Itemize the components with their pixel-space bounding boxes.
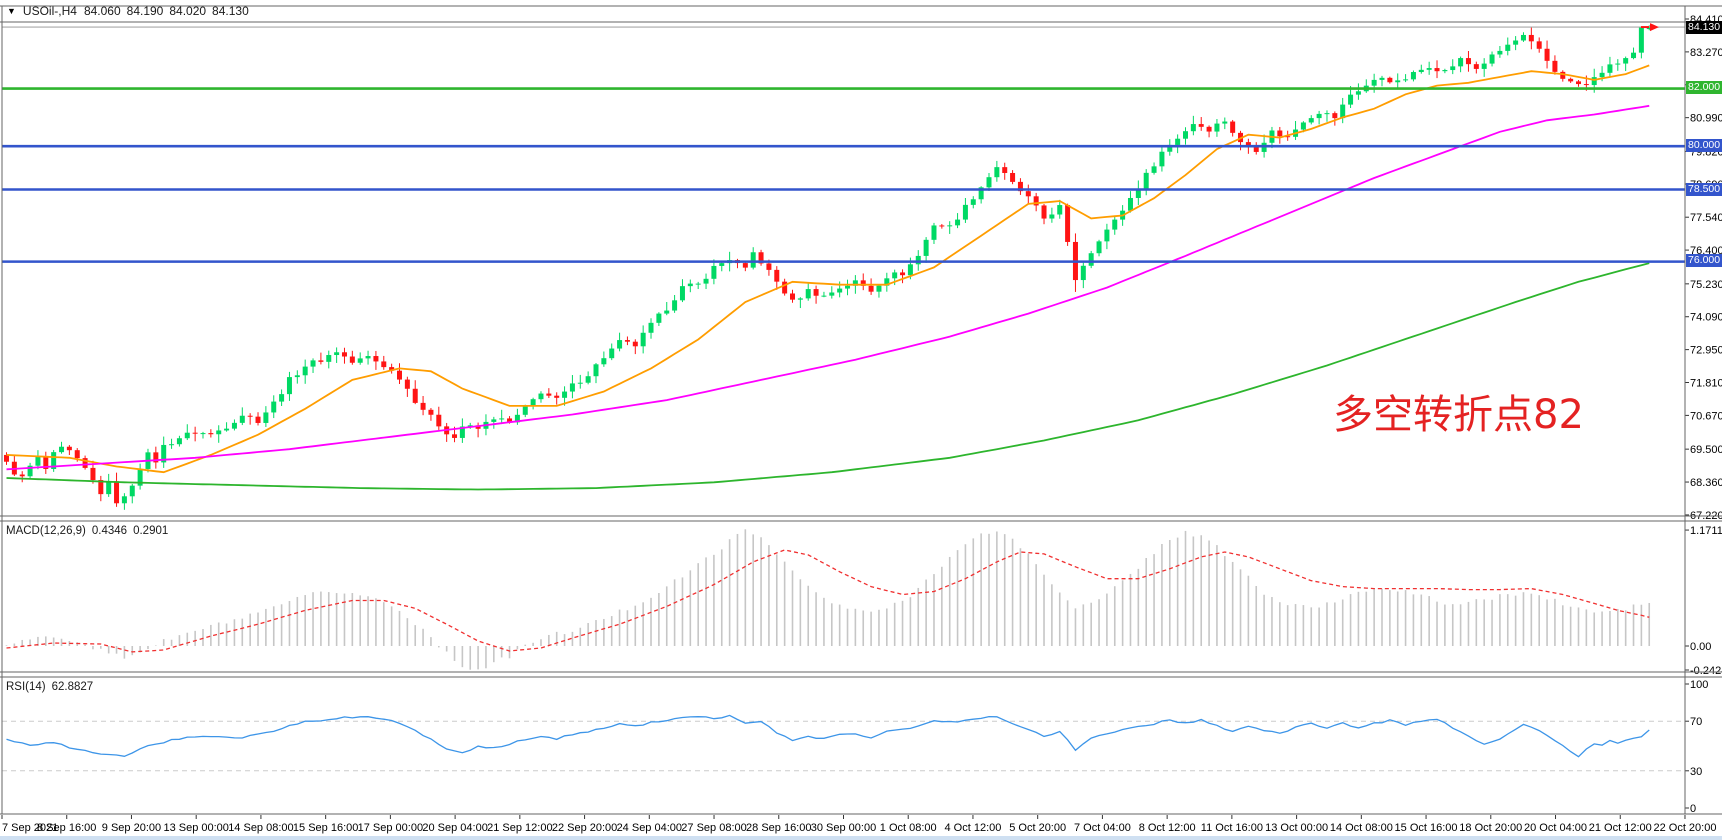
time-tick-label: 11 Oct 16:00 (1201, 822, 1263, 834)
hline-80-price-label: 80.000 (1686, 139, 1722, 152)
rsi-value: 62.8827 (51, 681, 94, 693)
time-tick-label: 20 Oct 04:00 (1524, 822, 1587, 834)
rsi-tick-label: 0 (1690, 803, 1696, 815)
time-tick-label: 27 Sep 08:00 (681, 822, 746, 834)
ma-fast-line (6, 64, 1650, 474)
time-tick-label: 4 Oct 12:00 (945, 822, 1002, 834)
time-tick-label: 15 Oct 16:00 (1395, 822, 1458, 834)
price-tick-label: 71.810 (1690, 378, 1722, 390)
price-tick-label: 68.360 (1690, 477, 1722, 489)
rsi-line (6, 714, 1650, 758)
time-tick-label: 8 Oct 12:00 (1139, 822, 1196, 834)
time-tick-label: 15 Sep 16:00 (293, 822, 358, 834)
price-arrow-icon (1650, 23, 1659, 32)
macd-signal-line (6, 549, 1650, 653)
ohlc-close: 84.130 (212, 4, 249, 18)
time-tick-label: 21 Oct 12:00 (1589, 822, 1652, 834)
price-tick-label: 77.540 (1690, 212, 1722, 224)
macd-name: MACD(12,26,9) (6, 525, 86, 537)
price-tick-label: 80.990 (1690, 113, 1722, 125)
hline-82-price-label: 82.000 (1686, 81, 1722, 94)
price-tick-label: 75.230 (1690, 279, 1722, 291)
time-tick-label: 17 Sep 00:00 (358, 822, 423, 834)
rsi-tick-label: 100 (1690, 679, 1708, 691)
rsi-plot[interactable] (2, 714, 1685, 772)
time-tick-label: 28 Sep 16:00 (746, 822, 811, 834)
ma-slow-line (6, 262, 1650, 491)
dropdown-arrow-icon[interactable]: ▼ (7, 6, 16, 16)
price-axis[interactable]: 84.41083.27082.13080.99079.82078.69077.5… (1685, 14, 1722, 815)
macd-indicator-label: MACD(12,26,9) 0.4346 0.2901 (6, 525, 168, 537)
hline-76-price-label: 76.000 (1686, 254, 1722, 267)
macd-plot[interactable] (5, 529, 1651, 670)
ohlc-low: 84.020 (169, 4, 207, 18)
panel-borders (0, 5, 1722, 815)
macd-tick-label: -0.2424 (1690, 665, 1722, 677)
price-tick-label: 83.270 (1690, 47, 1722, 59)
time-tick-label: 5 Oct 20:00 (1009, 822, 1066, 834)
chart-text-annotation[interactable]: 多空转折点82 (1333, 392, 1584, 438)
macd-signal-value: 0.2901 (133, 525, 169, 537)
price-tick-label: 69.500 (1690, 444, 1722, 456)
rsi-name: RSI(14) (6, 681, 46, 693)
time-tick-label: 24 Sep 04:00 (617, 822, 682, 834)
macd-tick-label: 1.1711 (1690, 525, 1722, 537)
time-tick-label: 20 Sep 04:00 (422, 822, 487, 834)
time-tick-label: 30 Sep 00:00 (811, 822, 876, 834)
hline-785-price-label: 78.500 (1686, 183, 1722, 196)
time-tick-label: 14 Sep 08:00 (228, 822, 293, 834)
price-tick-label: 74.090 (1690, 312, 1722, 324)
macd-tick-label: 0.00 (1690, 641, 1711, 653)
window-bottom-frame (0, 836, 1722, 840)
time-tick-label: 14 Oct 08:00 (1330, 822, 1393, 834)
chart-titlebar: ▼ USOil-,H4 84.060 84.190 84.020 84.130 (7, 4, 249, 18)
time-tick-label: 18 Oct 20:00 (1459, 822, 1522, 834)
time-tick-label: 13 Oct 00:00 (1265, 822, 1328, 834)
rsi-tick-label: 30 (1690, 766, 1702, 778)
time-tick-label: 1 Oct 08:00 (880, 822, 937, 834)
time-tick-label: 8 Sep 16:00 (37, 822, 96, 834)
rsi-tick-label: 70 (1690, 716, 1702, 728)
rsi-indicator-label: RSI(14) 62.8827 (6, 681, 93, 693)
price-tick-label: 72.950 (1690, 345, 1722, 357)
ohlc-open: 84.060 (83, 4, 121, 18)
current-price-label: 84.130 (1686, 21, 1722, 34)
price-tick-label: 70.670 (1690, 410, 1722, 422)
ohlc-high: 84.190 (126, 4, 164, 18)
time-tick-label: 7 Sep 2021 (2, 822, 58, 834)
time-tick-label: 22 Sep 20:00 (552, 822, 617, 834)
time-tick-label: 9 Sep 20:00 (102, 822, 161, 834)
time-tick-label: 7 Oct 04:00 (1074, 822, 1131, 834)
time-tick-label: 22 Oct 20:00 (1653, 822, 1716, 834)
main-plot[interactable] (2, 23, 1685, 510)
time-tick-label: 13 Sep 00:00 (163, 822, 228, 834)
time-tick-label: 21 Sep 12:00 (487, 822, 552, 834)
macd-value: 0.4346 (91, 525, 128, 537)
symbol-period-label: USOil-,H4 (22, 4, 77, 18)
ma-mid-line (6, 104, 1650, 471)
